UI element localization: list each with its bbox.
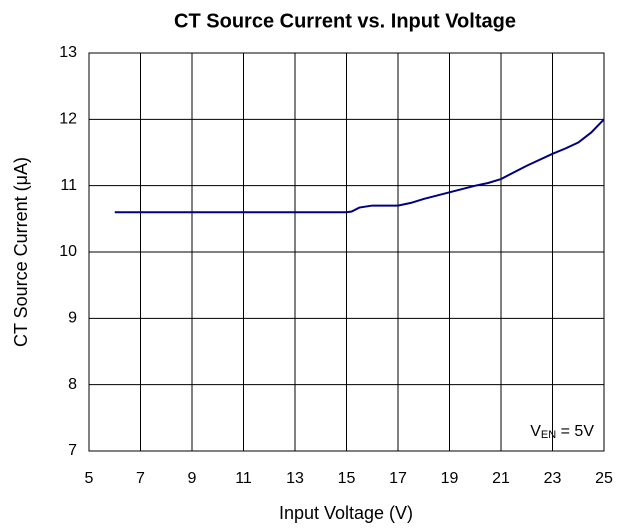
y-tick-label: 13 <box>59 44 77 61</box>
x-tick-label: 17 <box>389 470 407 487</box>
y-tick-label: 12 <box>59 111 77 128</box>
x-tick-label: 9 <box>188 470 197 487</box>
y-axis-label: CT Source Current (μA) <box>11 157 31 347</box>
y-tick-label: 11 <box>60 177 77 194</box>
x-axis-label: Input Voltage (V) <box>279 503 413 523</box>
x-tick-label: 11 <box>235 470 252 487</box>
plot-border <box>88 52 605 452</box>
x-tick-label: 23 <box>544 470 562 487</box>
y-tick-label: 8 <box>68 376 77 393</box>
chart-title: CT Source Current vs. Input Voltage <box>174 10 516 32</box>
annotation-main: V <box>530 423 541 440</box>
x-tick-label: 25 <box>595 470 613 487</box>
y-tick-label: 9 <box>68 310 77 327</box>
x-tick-label: 7 <box>136 470 145 487</box>
annotation-subscript: EN <box>541 429 556 441</box>
y-tick-label: 10 <box>59 243 77 260</box>
annotation-suffix: = 5V <box>556 423 594 440</box>
x-tick-label: 21 <box>492 470 510 487</box>
annotation: VEN = 5V <box>530 423 594 441</box>
x-tick-label: 19 <box>441 470 459 487</box>
x-tick-label: 15 <box>338 470 356 487</box>
data-line <box>114 118 605 214</box>
x-tick-label: 5 <box>85 470 94 487</box>
x-tick-label: 13 <box>286 470 304 487</box>
y-tick-label: 7 <box>68 442 77 459</box>
